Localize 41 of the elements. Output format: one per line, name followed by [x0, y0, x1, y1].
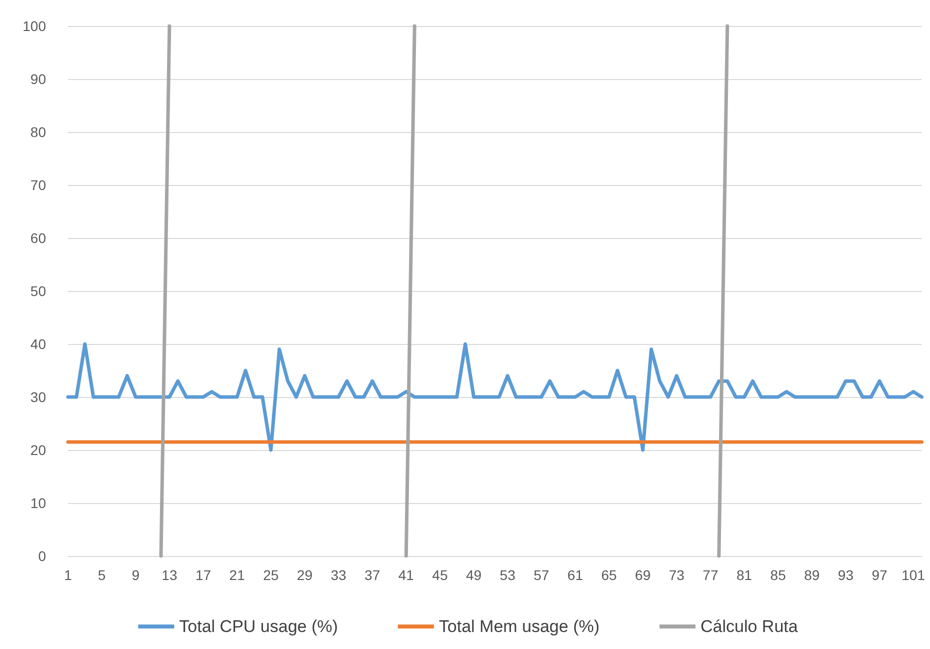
- y-tick-label: 100: [22, 18, 46, 34]
- x-tick-label: 9: [132, 567, 140, 583]
- line-series: [66, 342, 924, 452]
- x-tick-label: 45: [432, 567, 448, 583]
- x-tick-label: 5: [98, 567, 106, 583]
- y-tick-label: 40: [30, 336, 46, 352]
- x-tick-label: 89: [804, 567, 820, 583]
- legend-label: Total CPU usage (%): [179, 617, 338, 636]
- y-tick-label: 0: [38, 548, 46, 564]
- x-tick-label: 29: [296, 567, 313, 583]
- x-tick-label: 41: [398, 567, 414, 583]
- x-tick-label: 33: [330, 567, 346, 583]
- x-tick-label: 65: [601, 567, 617, 583]
- x-tick-label: 17: [195, 567, 212, 583]
- y-tick-label: 10: [30, 495, 46, 511]
- y-tick-label: 70: [30, 177, 46, 193]
- x-tick-label: 101: [902, 567, 926, 583]
- x-tick-label: 13: [162, 567, 178, 583]
- x-tick-label: 53: [500, 567, 516, 583]
- x-tick-label: 49: [466, 567, 482, 583]
- y-tick-label: 50: [30, 283, 46, 299]
- y-tick-label: 60: [30, 230, 46, 246]
- x-tick-label: 69: [635, 567, 651, 583]
- x-tick-label: 73: [668, 567, 685, 583]
- y-tick-label: 90: [30, 71, 46, 87]
- x-tick-label: 81: [736, 567, 752, 583]
- x-tick-label: 85: [770, 567, 786, 583]
- x-tick-label: 97: [872, 567, 888, 583]
- x-tick-label: 21: [229, 567, 246, 583]
- legend-label: Total Mem usage (%): [438, 617, 600, 636]
- x-tick-label: 57: [534, 567, 550, 583]
- x-tick-label: 93: [838, 567, 854, 583]
- x-tick-label: 25: [263, 567, 279, 583]
- x-tick-label: 37: [364, 567, 380, 583]
- x-tick-label: 61: [567, 567, 584, 583]
- y-tick-label: 80: [30, 124, 46, 140]
- x-tick-label: 77: [702, 567, 718, 583]
- y-tick-label: 30: [30, 389, 46, 405]
- y-tick-label: 20: [30, 442, 46, 458]
- legend-label: Cálculo Ruta: [700, 617, 798, 636]
- x-tick-label: 1: [64, 567, 72, 583]
